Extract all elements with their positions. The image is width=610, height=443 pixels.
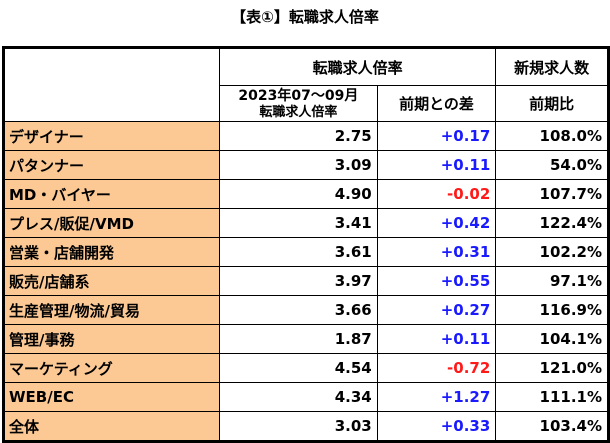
table-row: WEB/EC 4.34 +1.27 111.1%	[2, 382, 609, 412]
ratio-cell: 1.87	[219, 324, 378, 354]
ratio-cell: 3.66	[219, 295, 378, 325]
row-label: MD・バイヤー	[2, 179, 221, 209]
prev-ratio-cell: 122.4%	[495, 208, 609, 238]
ratio-cell: 3.97	[219, 266, 378, 296]
row-label: 管理/事務	[2, 324, 221, 354]
diff-cell: -0.02	[376, 179, 497, 209]
header-period-line2: 転職求人倍率	[259, 104, 338, 120]
table-title: 【表①】転職求人倍率	[231, 8, 379, 26]
diff-cell: +0.11	[376, 324, 497, 354]
prev-ratio-cell: 103.4%	[495, 411, 609, 442]
prev-ratio-cell: 121.0%	[495, 353, 609, 383]
ratio-cell: 3.09	[219, 150, 378, 180]
table-row: 販売/店舗系 3.97 +0.55 97.1%	[2, 266, 609, 296]
corner-cell	[2, 47, 221, 122]
table-row: マーケティング 4.54 -0.72 121.0%	[2, 353, 609, 383]
prev-ratio-cell: 97.1%	[495, 266, 609, 296]
ratio-cell: 2.75	[219, 121, 378, 151]
ratio-cell: 3.61	[219, 237, 378, 267]
diff-cell: +0.33	[376, 411, 497, 442]
diff-cell: +1.27	[376, 382, 497, 412]
table-row: デザイナー 2.75 +0.17 108.0%	[2, 121, 609, 151]
row-label: デザイナー	[2, 121, 221, 151]
header-period: 2023年07～09月 転職求人倍率	[219, 85, 378, 122]
prev-ratio-cell: 108.0%	[495, 121, 609, 151]
diff-cell: +0.17	[376, 121, 497, 151]
ratio-cell: 3.41	[219, 208, 378, 238]
row-label: WEB/EC	[2, 382, 221, 412]
row-label: 全体	[2, 411, 221, 442]
header-diff: 前期との差	[376, 85, 497, 122]
table-row: パタンナー 3.09 +0.11 54.0%	[2, 150, 609, 180]
table-row: MD・バイヤー 4.90 -0.02 107.7%	[2, 179, 609, 209]
table-row: 営業・店舗開発 3.61 +0.31 102.2%	[2, 237, 609, 267]
header-period-line1: 2023年07～09月	[238, 87, 359, 104]
header-group-ratio: 転職求人倍率	[219, 47, 497, 86]
ratio-cell: 3.03	[219, 411, 378, 442]
row-label: プレス/販促/VMD	[2, 208, 221, 238]
diff-cell: -0.72	[376, 353, 497, 383]
diff-cell: +0.31	[376, 237, 497, 267]
prev-ratio-cell: 102.2%	[495, 237, 609, 267]
row-label: 生産管理/物流/貿易	[2, 295, 221, 325]
ratio-cell: 4.90	[219, 179, 378, 209]
job-ratio-table: 転職求人倍率 新規求人数 2023年07～09月 転職求人倍率 前期との差 前期…	[2, 46, 610, 443]
prev-ratio-cell: 104.1%	[495, 324, 609, 354]
header-yoy: 前期比	[495, 85, 609, 122]
diff-cell: +0.27	[376, 295, 497, 325]
prev-ratio-cell: 54.0%	[495, 150, 609, 180]
prev-ratio-cell: 116.9%	[495, 295, 609, 325]
table-row: プレス/販促/VMD 3.41 +0.42 122.4%	[2, 208, 609, 238]
row-label: マーケティング	[2, 353, 221, 383]
prev-ratio-cell: 111.1%	[495, 382, 609, 412]
header-group-new: 新規求人数	[495, 47, 609, 86]
diff-cell: +0.55	[376, 266, 497, 296]
table-row: 管理/事務 1.87 +0.11 104.1%	[2, 324, 609, 354]
ratio-cell: 4.54	[219, 353, 378, 383]
row-label: 営業・店舗開発	[2, 237, 221, 267]
table-row: 生産管理/物流/貿易 3.66 +0.27 116.9%	[2, 295, 609, 325]
row-label: 販売/店舗系	[2, 266, 221, 296]
prev-ratio-cell: 107.7%	[495, 179, 609, 209]
diff-cell: +0.11	[376, 150, 497, 180]
table-row: 全体 3.03 +0.33 103.4%	[2, 411, 609, 442]
diff-cell: +0.42	[376, 208, 497, 238]
row-label: パタンナー	[2, 150, 221, 180]
ratio-cell: 4.34	[219, 382, 378, 412]
